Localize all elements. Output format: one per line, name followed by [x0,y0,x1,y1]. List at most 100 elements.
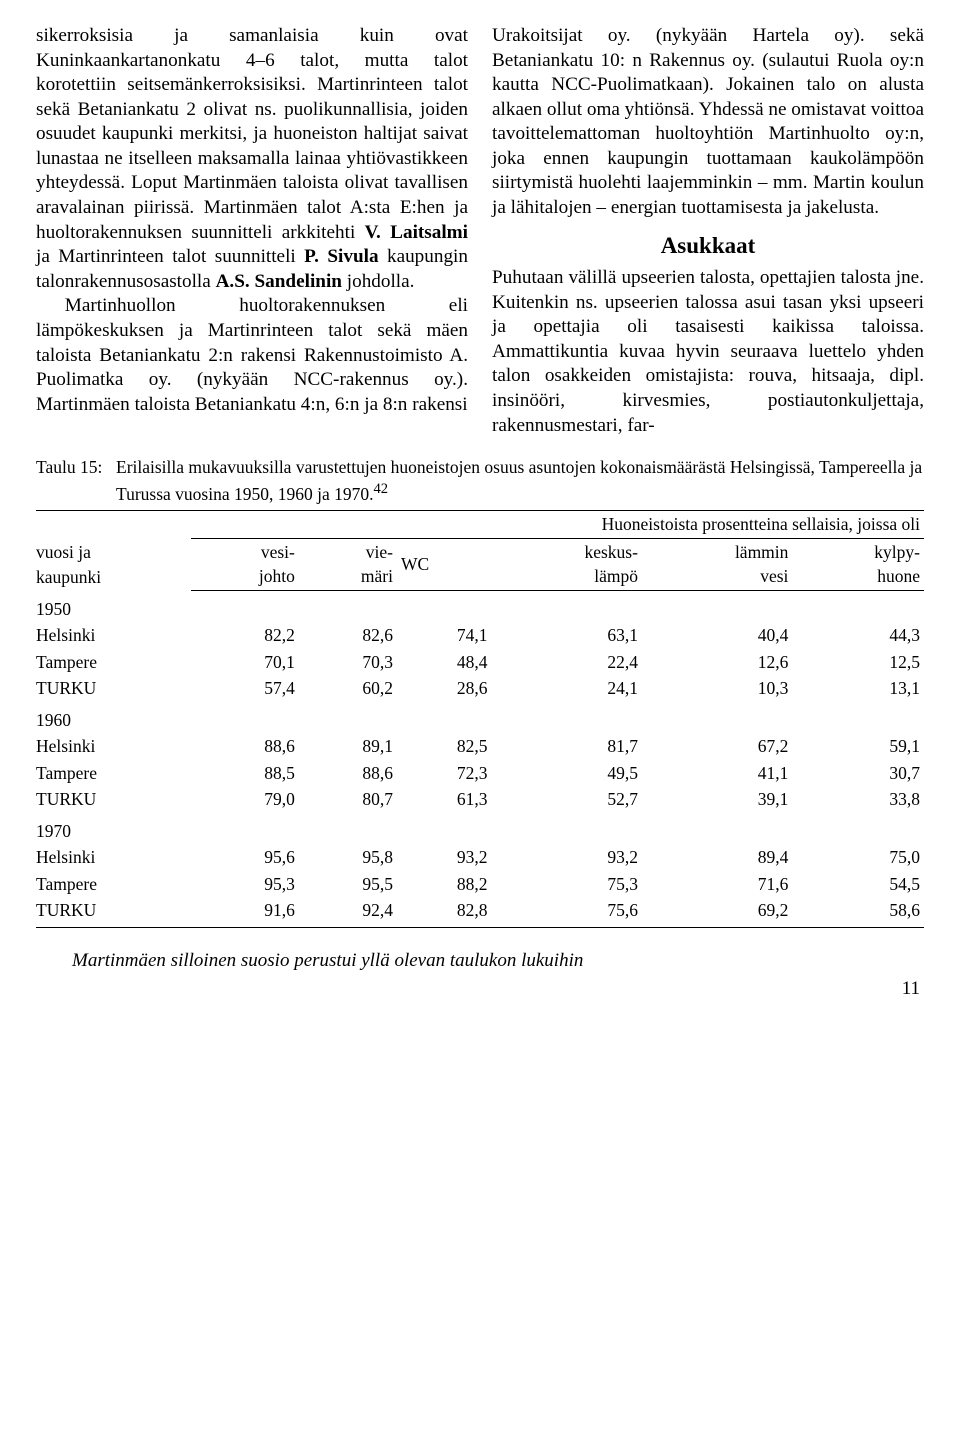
table-row: TURKU91,692,482,875,669,258,6 [36,897,924,927]
table-row: Tampere70,170,348,422,412,612,5 [36,649,924,676]
value-cell: 70,1 [191,649,299,676]
value-cell: 22,4 [492,649,642,676]
value-cell: 75,0 [792,844,924,871]
right-p2: Puhutaan välillä upseerien talosta, opet… [492,266,924,438]
col-h-1: vie-märi [299,538,397,590]
col-h-4: lämminvesi [642,538,792,590]
subhead-asukkaat: Asukkaat [492,231,924,260]
year-cell: 1960 [36,702,924,734]
table-head: vuosi ja kaupunki Huoneistoista prosentt… [36,511,924,591]
page-number: 11 [36,978,924,1000]
text-columns: sikerroksisia ja samanlaisia kuin ovat K… [36,24,924,438]
value-cell: 89,4 [642,844,792,871]
year-row: 1950 [36,590,924,622]
city-cell: TURKU [36,786,191,813]
city-cell: Helsinki [36,622,191,649]
value-cell: 12,6 [642,649,792,676]
year-cell: 1970 [36,813,924,845]
value-cell: 95,3 [191,871,299,898]
right-p1: Urakoitsijat oy. (nykyään Hartela oy). s… [492,24,924,221]
value-cell: 80,7 [299,786,397,813]
value-cell: 54,5 [792,871,924,898]
value-cell: 74,1 [397,622,492,649]
city-cell: Tampere [36,760,191,787]
value-cell: 58,6 [792,897,924,927]
value-cell: 28,6 [397,675,492,702]
city-cell: Tampere [36,649,191,676]
value-cell: 75,3 [492,871,642,898]
value-cell: 88,6 [299,760,397,787]
group-header: Huoneistoista prosentteina sellaisia, jo… [191,511,924,539]
table-row: Tampere95,395,588,275,371,654,5 [36,871,924,898]
value-cell: 88,2 [397,871,492,898]
value-cell: 33,8 [792,786,924,813]
table-row: Tampere88,588,672,349,541,130,7 [36,760,924,787]
value-cell: 92,4 [299,897,397,927]
year-row: 1960 [36,702,924,734]
value-cell: 24,1 [492,675,642,702]
data-table: vuosi ja kaupunki Huoneistoista prosentt… [36,510,924,928]
table-row: Helsinki95,695,893,293,289,475,0 [36,844,924,871]
table-row: Helsinki82,282,674,163,140,444,3 [36,622,924,649]
city-cell: Tampere [36,871,191,898]
value-cell: 40,4 [642,622,792,649]
value-cell: 12,5 [792,649,924,676]
bottom-caption: Martinmäen silloinen suosio perustui yll… [72,950,924,972]
city-cell: TURKU [36,675,191,702]
value-cell: 30,7 [792,760,924,787]
value-cell: 69,2 [642,897,792,927]
value-cell: 13,1 [792,675,924,702]
row-header-l2: kaupunki [36,567,101,587]
value-cell: 10,3 [642,675,792,702]
left-p2: Martinhuollon huoltorakennuksen eli lämp… [36,294,468,417]
value-cell: 89,1 [299,733,397,760]
col-h-5: kylpy-huone [792,538,924,590]
table-caption-label: Taulu 15: [36,456,116,506]
row-header-l1: vuosi ja [36,542,91,562]
city-cell: TURKU [36,897,191,927]
value-cell: 57,4 [191,675,299,702]
value-cell: 95,6 [191,844,299,871]
value-cell: 60,2 [299,675,397,702]
value-cell: 82,5 [397,733,492,760]
value-cell: 71,6 [642,871,792,898]
table-body: 1950Helsinki82,282,674,163,140,444,3Tamp… [36,590,924,927]
col-h-2: WC [397,538,492,590]
value-cell: 44,3 [792,622,924,649]
table-caption-text: Erilaisilla mukavuuksilla varustettujen … [116,456,924,506]
value-cell: 59,1 [792,733,924,760]
city-cell: Helsinki [36,844,191,871]
col-h-3: keskus-lämpö [492,538,642,590]
value-cell: 39,1 [642,786,792,813]
value-cell: 49,5 [492,760,642,787]
city-cell: Helsinki [36,733,191,760]
value-cell: 93,2 [492,844,642,871]
col-h-0: vesi-johto [191,538,299,590]
table-row: Helsinki88,689,182,581,767,259,1 [36,733,924,760]
left-column: sikerroksisia ja samanlaisia kuin ovat K… [36,24,468,438]
value-cell: 52,7 [492,786,642,813]
value-cell: 67,2 [642,733,792,760]
table-row: TURKU57,460,228,624,110,313,1 [36,675,924,702]
value-cell: 82,2 [191,622,299,649]
value-cell: 79,0 [191,786,299,813]
value-cell: 82,6 [299,622,397,649]
year-row: 1970 [36,813,924,845]
value-cell: 41,1 [642,760,792,787]
value-cell: 95,8 [299,844,397,871]
value-cell: 81,7 [492,733,642,760]
year-cell: 1950 [36,590,924,622]
value-cell: 61,3 [397,786,492,813]
table-caption: Taulu 15: Erilaisilla mukavuuksilla varu… [36,456,924,506]
value-cell: 63,1 [492,622,642,649]
value-cell: 70,3 [299,649,397,676]
value-cell: 72,3 [397,760,492,787]
value-cell: 48,4 [397,649,492,676]
left-p1: sikerroksisia ja samanlaisia kuin ovat K… [36,24,468,294]
value-cell: 93,2 [397,844,492,871]
table-row: TURKU79,080,761,352,739,133,8 [36,786,924,813]
value-cell: 88,5 [191,760,299,787]
value-cell: 95,5 [299,871,397,898]
value-cell: 88,6 [191,733,299,760]
value-cell: 82,8 [397,897,492,927]
